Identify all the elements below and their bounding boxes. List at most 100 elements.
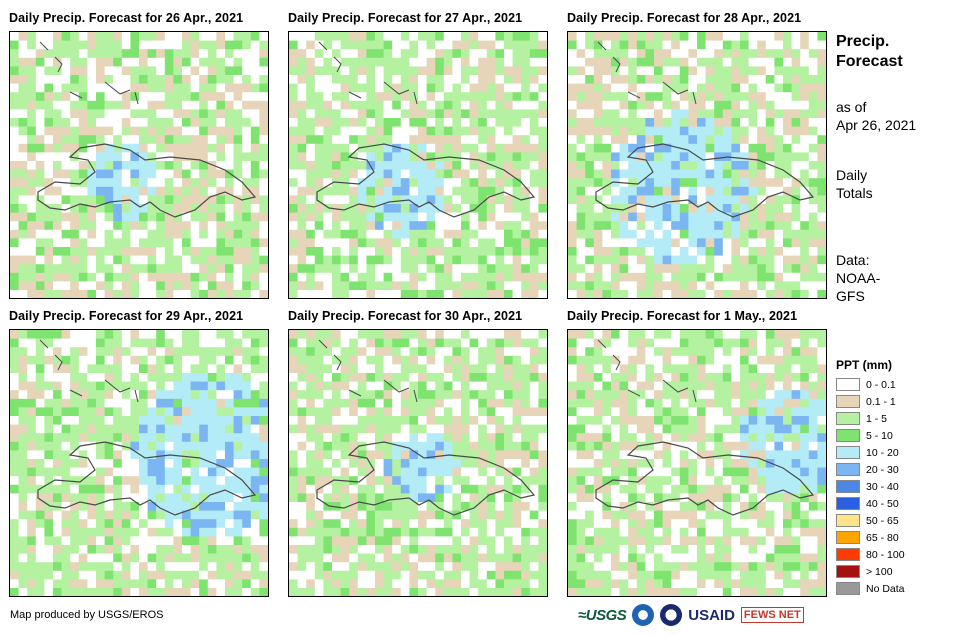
precip-cell [332, 407, 342, 417]
precip-cell [478, 390, 488, 400]
precip-cell [182, 416, 192, 426]
precip-cell [461, 40, 471, 50]
precip-cell [297, 579, 307, 589]
precip-cell [139, 502, 149, 512]
precip-cell [568, 238, 578, 248]
precip-cell [27, 100, 37, 110]
precip-cell [242, 92, 252, 102]
precip-cell [289, 178, 299, 188]
precip-cell [568, 290, 578, 298]
precip-cell [774, 229, 784, 239]
precip-cell [529, 527, 539, 537]
precip-cell [529, 238, 539, 248]
precip-cell [783, 92, 793, 102]
precip-cell [96, 407, 106, 417]
precip-cell [87, 178, 97, 188]
precip-cell [156, 476, 166, 486]
precip-cell [190, 407, 200, 417]
precip-cell [190, 467, 200, 477]
precip-cell [435, 364, 445, 374]
precip-cell [392, 570, 402, 580]
precip-cell [61, 347, 71, 357]
precip-cell [705, 92, 715, 102]
precip-cell [722, 126, 732, 136]
precip-cell [495, 579, 505, 589]
precip-cell [233, 143, 243, 153]
precip-cell [70, 83, 80, 93]
precip-cell [164, 83, 174, 93]
precip-cell [113, 40, 123, 50]
precip-cell [259, 212, 268, 222]
precip-cell [27, 49, 37, 59]
precip-cell [452, 398, 462, 408]
precip-cell [130, 450, 140, 460]
precip-cell [156, 40, 166, 50]
precip-cell [731, 398, 741, 408]
precip-cell [774, 338, 784, 348]
precip-cell [233, 459, 243, 469]
precip-cell [340, 467, 350, 477]
precip-cell [27, 519, 37, 529]
precip-cell [340, 398, 350, 408]
precip-cell [791, 290, 801, 298]
precip-cell [173, 476, 183, 486]
precip-cell [113, 562, 123, 572]
precip-cell [340, 330, 350, 340]
precip-cell [44, 398, 54, 408]
precip-cell [332, 588, 342, 596]
precip-cell [697, 92, 707, 102]
precip-cell [568, 416, 578, 426]
precip-cell [113, 281, 123, 291]
precip-cell [366, 135, 376, 145]
precip-cell [233, 545, 243, 555]
precip-cell [435, 255, 445, 265]
precip-cell [435, 510, 445, 520]
precip-cell [357, 398, 367, 408]
precip-cell [426, 330, 436, 340]
precip-cell [486, 355, 496, 365]
precip-cell [104, 355, 114, 365]
precip-cell [323, 204, 333, 214]
precip-cell [593, 338, 603, 348]
precip-cell [314, 290, 324, 298]
precip-cell [250, 290, 260, 298]
precip-cell [10, 178, 20, 188]
precip-cell [207, 100, 217, 110]
precip-cell [478, 467, 488, 477]
precip-cell [697, 100, 707, 110]
precip-cell [774, 40, 784, 50]
precip-cell [452, 476, 462, 486]
precip-cell [289, 338, 299, 348]
precip-cell [139, 135, 149, 145]
precip-cell [139, 57, 149, 67]
precip-cell [435, 484, 445, 494]
precip-cell [70, 186, 80, 196]
precip-cell [70, 510, 80, 520]
precip-cell [190, 109, 200, 119]
precip-cell [722, 161, 732, 171]
precip-cell [61, 49, 71, 59]
precip-cell [731, 195, 741, 205]
precip-cell [216, 545, 226, 555]
precip-cell [182, 109, 192, 119]
precip-cell [70, 75, 80, 85]
precip-cell [585, 338, 595, 348]
precip-cell [443, 390, 453, 400]
precip-cell [70, 264, 80, 274]
precip-cell [628, 390, 638, 400]
precip-cell [216, 330, 226, 340]
precip-cell [504, 57, 514, 67]
precip-cell [375, 281, 385, 291]
precip-cell [748, 204, 758, 214]
precip-cell [242, 178, 252, 188]
precip-cell [452, 553, 462, 563]
precip-cell [182, 49, 192, 59]
precip-cell [366, 195, 376, 205]
precip-cell [731, 255, 741, 265]
precip-cell [409, 66, 419, 76]
precip-cell [357, 247, 367, 257]
precip-cell [722, 398, 732, 408]
precip-cell [452, 450, 462, 460]
precip-cell [375, 118, 385, 128]
precip-cell [340, 484, 350, 494]
